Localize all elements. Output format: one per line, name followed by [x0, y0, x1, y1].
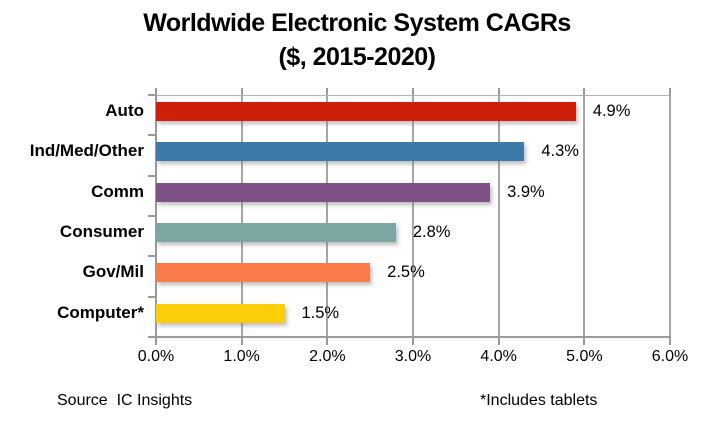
y-axis-tick — [148, 215, 155, 217]
category-label: Comm — [91, 181, 144, 201]
category-label: Computer* — [57, 302, 144, 322]
value-label: 2.5% — [387, 263, 425, 282]
chart-title-line2: ($, 2015-2020) — [278, 43, 436, 71]
y-axis-tick — [148, 174, 155, 177]
y-axis-tick — [148, 94, 155, 96]
gridline — [326, 95, 329, 337]
x-axis-top-tick — [583, 88, 586, 95]
category-label: Ind/Med/Other — [29, 141, 144, 161]
x-axis-top-tick — [326, 88, 329, 95]
gridline — [240, 95, 243, 337]
x-axis-tick-label: 2.0% — [309, 348, 346, 365]
x-axis-top-tick — [497, 88, 500, 95]
x-axis-top-tick — [155, 88, 157, 95]
gridline — [669, 95, 671, 337]
bar — [156, 182, 491, 202]
value-label: 1.5% — [301, 303, 340, 322]
x-axis-tick-label: 1.0% — [223, 348, 260, 365]
x-axis-bottom-tick — [240, 337, 243, 345]
footnote-text: *Includes tablets — [480, 392, 598, 409]
chart-title: Worldwide Electronic System CAGRs ($, 20… — [0, 6, 714, 74]
y-axis-tick — [148, 255, 155, 258]
x-axis-bottom-tick — [326, 337, 329, 345]
x-axis-tick-label: 3.0% — [394, 348, 432, 365]
bar — [156, 263, 371, 283]
value-label: 3.9% — [507, 182, 545, 201]
category-label: Auto — [105, 101, 144, 120]
category-label: Gov/Mil — [82, 262, 144, 282]
x-axis-top-tick — [240, 88, 243, 95]
x-axis-tick-label: 0.0% — [137, 348, 175, 365]
value-label: 2.8% — [412, 223, 451, 241]
bar — [156, 303, 285, 323]
plot-top-border — [156, 95, 670, 96]
bar — [156, 223, 396, 242]
bar — [156, 102, 576, 121]
y-axis-tick — [148, 134, 155, 137]
source-text: Source IC Insights — [57, 392, 193, 409]
x-axis-tick-label: 4.0% — [480, 348, 517, 365]
y-axis-tick — [148, 295, 155, 298]
y-axis-tick — [148, 336, 155, 338]
x-axis-bottom-tick — [155, 337, 157, 345]
category-label: Consumer — [59, 222, 144, 241]
gridline — [412, 95, 414, 337]
value-label: 4.3% — [541, 142, 579, 161]
x-axis-tick-label: 6.0% — [651, 348, 689, 365]
x-axis-bottom-tick — [583, 337, 586, 345]
x-axis-top-tick — [412, 88, 414, 95]
x-axis-top-tick — [669, 88, 671, 95]
gridline — [583, 95, 586, 337]
chart-title-line1: Worldwide Electronic System CAGRs — [143, 9, 571, 37]
x-axis-bottom-tick — [497, 337, 500, 345]
x-axis-tick-label: 5.0% — [566, 348, 603, 365]
value-label: 4.9% — [592, 102, 631, 120]
x-axis-bottom-tick — [412, 337, 414, 345]
bar — [156, 142, 525, 162]
x-axis-bottom-tick — [669, 337, 671, 345]
x-axis-line — [155, 336, 671, 338]
gridline — [497, 95, 500, 337]
y-axis-line — [155, 95, 157, 337]
